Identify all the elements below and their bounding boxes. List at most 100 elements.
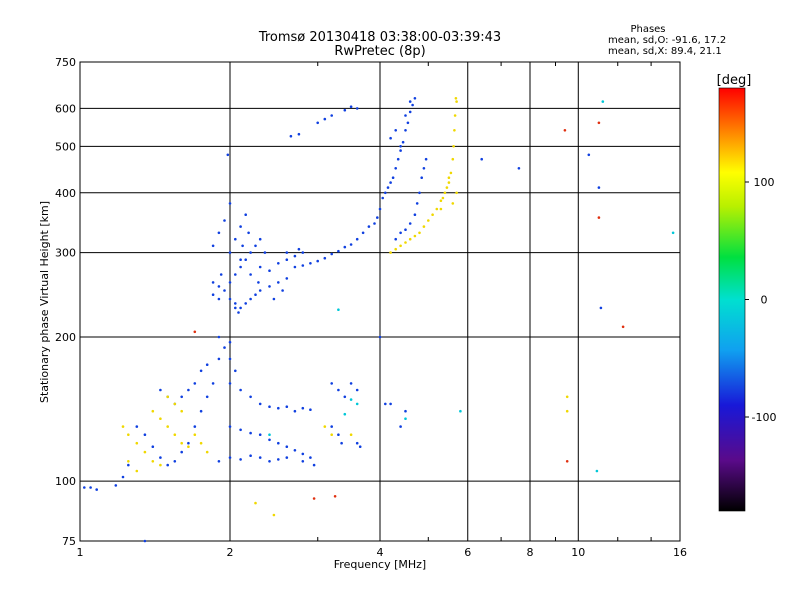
- data-point: [447, 176, 451, 179]
- data-point: [205, 363, 209, 367]
- data-point: [173, 402, 177, 406]
- data-point: [127, 463, 130, 467]
- data-point: [355, 107, 359, 110]
- data-point: [297, 132, 301, 136]
- data-point: [408, 237, 412, 241]
- data-point: [228, 382, 232, 385]
- x-tick-label: 10: [571, 546, 585, 559]
- data-point: [187, 441, 190, 445]
- data-point: [228, 297, 232, 301]
- data-point: [439, 207, 443, 211]
- data-point: [89, 486, 92, 489]
- data-point: [244, 302, 247, 305]
- data-point: [268, 438, 271, 442]
- data-point: [349, 105, 353, 108]
- data-point: [378, 207, 382, 211]
- data-point: [355, 388, 359, 392]
- y-tick-label: 750: [55, 56, 76, 69]
- data-point: [211, 293, 215, 297]
- data-point: [358, 445, 362, 449]
- data-point: [480, 157, 484, 161]
- data-point: [565, 460, 569, 463]
- data-point: [166, 395, 169, 399]
- data-point: [413, 234, 417, 238]
- data-point: [431, 213, 434, 216]
- data-point: [180, 409, 183, 413]
- data-point: [427, 219, 430, 222]
- data-point: [193, 330, 197, 334]
- data-point: [418, 231, 421, 235]
- data-point: [277, 262, 280, 265]
- data-point: [263, 251, 267, 254]
- data-point: [249, 251, 252, 254]
- data-point: [217, 460, 221, 463]
- data-point: [219, 273, 223, 276]
- data-point: [355, 402, 359, 406]
- data-point: [597, 216, 601, 219]
- y-tick-label: 200: [55, 331, 76, 344]
- data-point: [268, 460, 271, 463]
- data-point: [361, 231, 365, 235]
- data-point: [671, 231, 675, 235]
- data-point: [239, 265, 242, 269]
- data-point: [258, 289, 262, 292]
- data-point: [309, 262, 312, 265]
- data-point: [239, 428, 242, 432]
- data-point: [312, 463, 316, 467]
- x-tick-labels: 1 2 4 6 8 10 16: [77, 546, 688, 559]
- data-point: [373, 222, 376, 225]
- data-point: [349, 398, 353, 401]
- data-point: [293, 449, 297, 452]
- data-point: [277, 406, 280, 410]
- data-point: [272, 297, 276, 301]
- colorbar-tick-label: -100: [752, 411, 777, 424]
- data-point: [340, 441, 343, 445]
- data-point: [367, 225, 371, 228]
- data-point: [454, 97, 458, 100]
- data-point: [293, 265, 297, 269]
- data-point: [587, 153, 591, 157]
- y-tick-label: 300: [55, 247, 76, 260]
- colorbar-label: [deg]: [717, 73, 752, 88]
- x-tick-label: 2: [227, 546, 234, 559]
- data-point: [323, 425, 327, 428]
- data-point: [268, 269, 271, 273]
- data-point: [455, 191, 458, 195]
- y-tick-label: 400: [55, 187, 76, 200]
- data-point: [330, 433, 334, 437]
- data-point: [217, 231, 221, 235]
- data-point: [408, 100, 412, 103]
- x-tick-label: 16: [673, 546, 687, 559]
- data-point: [399, 231, 402, 235]
- data-point: [330, 114, 334, 117]
- data-point: [455, 100, 458, 103]
- data-point: [121, 475, 125, 479]
- chart-subtitle: RwPretec (8p): [334, 44, 425, 59]
- data-point: [452, 145, 455, 148]
- data-point: [422, 167, 426, 170]
- data-point: [343, 245, 347, 249]
- data-point: [449, 171, 453, 175]
- data-point: [413, 213, 417, 216]
- y-tick-label: 100: [55, 475, 76, 488]
- data-point: [330, 252, 334, 256]
- data-point: [399, 244, 402, 248]
- data-point: [389, 136, 392, 140]
- data-point: [199, 441, 203, 445]
- data-point: [399, 145, 402, 148]
- data-point: [135, 441, 139, 445]
- data-point: [411, 103, 414, 107]
- data-point: [349, 433, 353, 437]
- data-point: [143, 539, 147, 543]
- data-point: [309, 456, 312, 459]
- data-point: [249, 431, 252, 435]
- data-point: [435, 207, 439, 211]
- x-tick-label: 8: [527, 546, 534, 559]
- data-point: [396, 157, 400, 161]
- data-point: [355, 237, 359, 241]
- data-point: [244, 258, 247, 262]
- data-point: [249, 395, 252, 399]
- data-point: [228, 202, 232, 205]
- data-point: [401, 140, 405, 144]
